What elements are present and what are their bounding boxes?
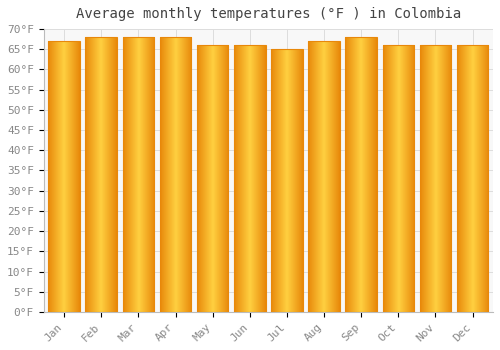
Bar	[308, 41, 340, 312]
Bar	[271, 49, 302, 312]
Bar	[197, 45, 228, 312]
Bar	[382, 45, 414, 312]
Bar	[86, 37, 117, 312]
Bar	[234, 45, 266, 312]
Bar	[346, 37, 377, 312]
Bar	[160, 37, 192, 312]
Bar	[122, 37, 154, 312]
Title: Average monthly temperatures (°F ) in Colombia: Average monthly temperatures (°F ) in Co…	[76, 7, 461, 21]
Bar	[457, 45, 488, 312]
Bar	[48, 41, 80, 312]
Bar	[420, 45, 452, 312]
